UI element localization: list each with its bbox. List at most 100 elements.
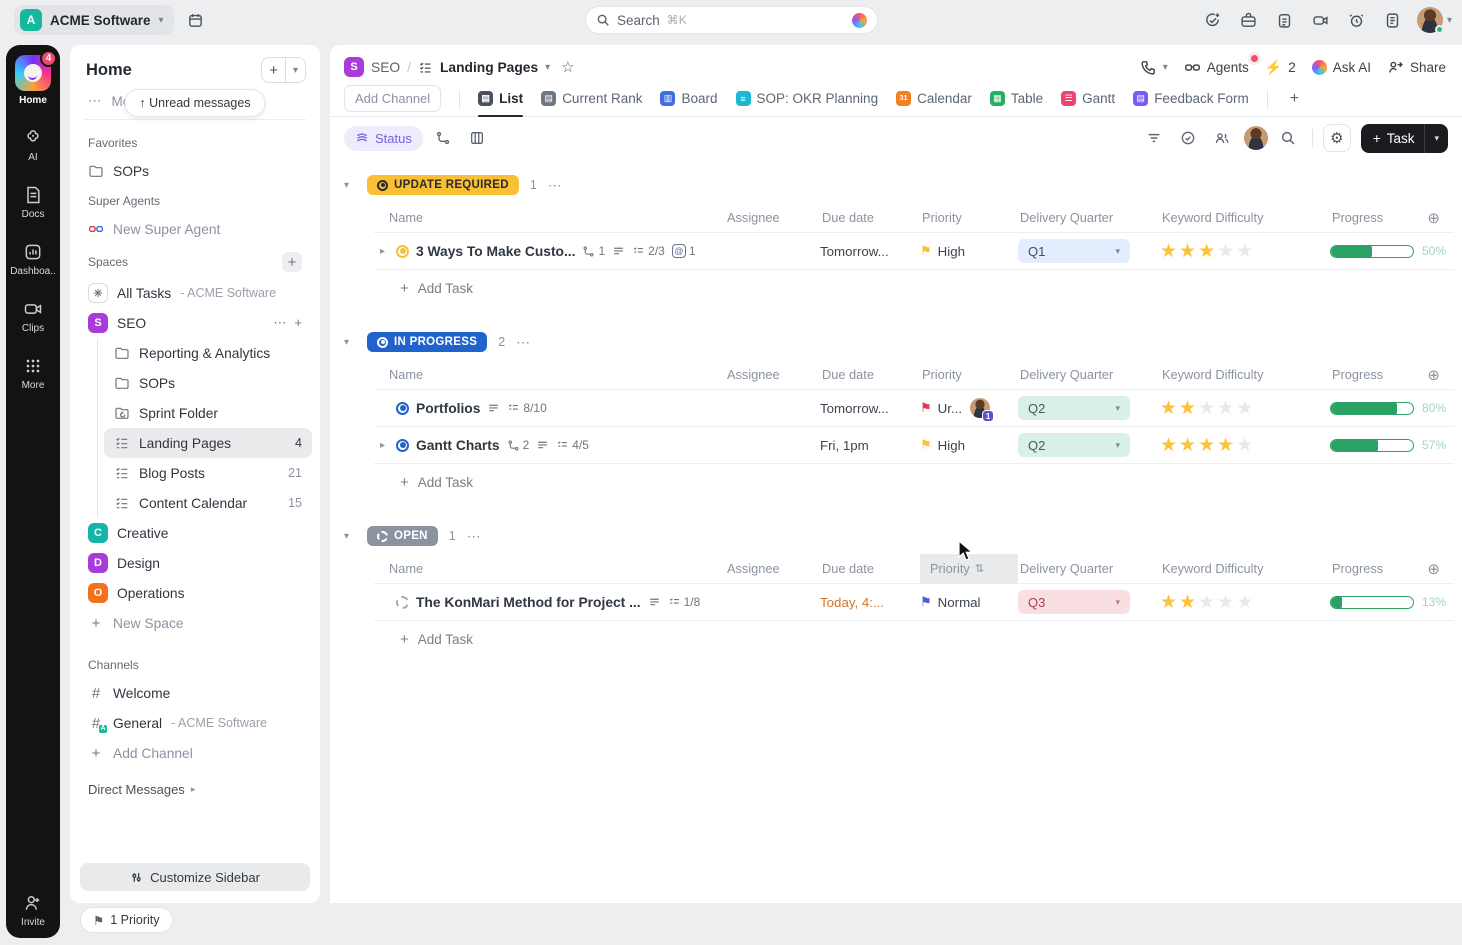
star-empty-icon[interactable]: ★ bbox=[1236, 240, 1254, 262]
new-task-icon[interactable] bbox=[1199, 6, 1227, 34]
status-dot[interactable] bbox=[396, 244, 409, 258]
description-icon[interactable] bbox=[648, 596, 661, 609]
calendar-icon[interactable] bbox=[182, 6, 210, 34]
column-header-due-date[interactable]: Due date bbox=[822, 561, 874, 576]
add-task-button[interactable]: + Add Task bbox=[400, 630, 474, 648]
delivery-quarter-select[interactable]: Q1 ▾ bbox=[1018, 239, 1130, 263]
group-menu-icon[interactable]: ⋯ bbox=[516, 333, 532, 350]
sidebar-item-folder-sops[interactable]: SOPs bbox=[104, 368, 312, 398]
call-button[interactable]: ▾ bbox=[1140, 59, 1168, 76]
mention-count[interactable]: @1 bbox=[671, 244, 696, 258]
column-header-delivery-quarter[interactable]: Delivery Quarter bbox=[1020, 561, 1114, 576]
star-filled-icon[interactable]: ★ bbox=[1179, 397, 1197, 419]
priority-filter-pill[interactable]: ⚑ 1 Priority bbox=[80, 907, 173, 933]
column-header-priority[interactable]: Priority bbox=[922, 367, 962, 382]
share-button[interactable]: Share bbox=[1387, 59, 1446, 76]
sidebar-item-list-content-calendar[interactable]: Content Calendar 15 bbox=[104, 488, 312, 518]
expand-icon[interactable]: ▸ bbox=[379, 439, 386, 451]
star-empty-icon[interactable]: ★ bbox=[1217, 240, 1235, 262]
rail-item-more[interactable]: More bbox=[22, 356, 44, 391]
tab-gantt[interactable]: ☰ Gantt bbox=[1061, 81, 1115, 116]
column-header-assignee[interactable]: Assignee bbox=[727, 210, 780, 225]
column-header-progress[interactable]: Progress bbox=[1332, 561, 1384, 576]
add-column-icon[interactable]: ⊕ bbox=[1427, 209, 1440, 227]
priority-cell[interactable]: ⚑ Normal bbox=[920, 594, 1018, 610]
collapse-group-icon[interactable]: ▾ bbox=[344, 336, 350, 348]
tab-feedback-form[interactable]: ▤ Feedback Form bbox=[1133, 81, 1249, 116]
clipboard-icon[interactable] bbox=[1271, 6, 1299, 34]
checklist-count[interactable]: 2/3 bbox=[632, 244, 665, 258]
priority-cell[interactable]: ⚑ Ur... 1 bbox=[920, 398, 1018, 422]
sidebar-item-all-tasks[interactable]: ✳ All Tasks - ACME Software bbox=[78, 278, 312, 308]
tab-calendar[interactable]: 31 Calendar bbox=[896, 81, 972, 116]
sidebar-item-space-creative[interactable]: C Creative bbox=[78, 518, 312, 548]
add-task-button[interactable]: + Add Task bbox=[400, 473, 474, 491]
due-date[interactable]: Tomorrow... bbox=[820, 400, 889, 416]
add-view-button[interactable]: + bbox=[1289, 89, 1300, 107]
delivery-quarter-select[interactable]: Q2 ▾ bbox=[1018, 396, 1130, 420]
description-icon[interactable] bbox=[536, 439, 549, 452]
keyword-difficulty-rating[interactable]: ★ ★ ★ ★ ★ bbox=[1160, 242, 1330, 261]
description-icon[interactable] bbox=[487, 402, 500, 415]
favorite-star-icon[interactable]: ☆ bbox=[561, 59, 575, 76]
column-header-assignee[interactable]: Assignee bbox=[727, 561, 780, 576]
star-filled-icon[interactable]: ★ bbox=[1179, 434, 1197, 456]
sidebar-item-sops-favorite[interactable]: SOPs bbox=[78, 156, 312, 186]
add-button[interactable]: + bbox=[262, 58, 286, 82]
column-header-keyword-difficulty[interactable]: Keyword Difficulty bbox=[1162, 561, 1264, 576]
clips-icon[interactable] bbox=[1307, 6, 1335, 34]
unread-messages-button[interactable]: ↑ Unread messages bbox=[124, 89, 266, 117]
rail-item-home[interactable]: 4 Home bbox=[15, 50, 57, 106]
user-avatar[interactable] bbox=[1416, 7, 1444, 34]
star-filled-icon[interactable]: ★ bbox=[1217, 434, 1235, 456]
star-filled-icon[interactable]: ★ bbox=[1160, 591, 1178, 613]
chevron-down-icon[interactable]: ▾ bbox=[545, 61, 551, 73]
add-column-icon[interactable]: ⊕ bbox=[1427, 366, 1440, 384]
star-filled-icon[interactable]: ★ bbox=[1160, 240, 1178, 262]
sidebar-item-new-space[interactable]: + New Space bbox=[78, 608, 312, 638]
add-icon[interactable]: + bbox=[294, 315, 302, 330]
task-row[interactable]: Portfolios 8/10 Tomorrow... ⚑ Ur... 1 Q2… bbox=[374, 390, 1454, 427]
add-column-icon[interactable]: ⊕ bbox=[1427, 560, 1440, 578]
chevron-down-icon[interactable]: ▾ bbox=[1446, 14, 1452, 26]
me-filter-avatar[interactable] bbox=[1243, 126, 1268, 150]
column-header-name[interactable]: Name bbox=[389, 561, 424, 576]
columns-icon[interactable] bbox=[463, 124, 491, 152]
due-date[interactable]: Tomorrow... bbox=[820, 243, 889, 259]
sidebar-item-space-seo[interactable]: S SEO ⋯ + bbox=[78, 308, 312, 338]
column-header-progress[interactable]: Progress bbox=[1332, 210, 1384, 225]
settings-gear-icon[interactable]: ⚙ bbox=[1322, 124, 1351, 152]
delivery-quarter-select[interactable]: Q3 ▾ bbox=[1018, 590, 1130, 614]
status-badge[interactable]: OPEN bbox=[367, 526, 438, 546]
column-header-priority[interactable]: Priority bbox=[922, 210, 962, 225]
breadcrumb-list[interactable]: Landing Pages bbox=[439, 59, 539, 75]
column-header-name[interactable]: Name bbox=[389, 367, 424, 382]
watcher-avatar[interactable]: 1 bbox=[970, 398, 995, 422]
star-empty-icon[interactable]: ★ bbox=[1236, 434, 1254, 456]
expand-icon[interactable]: ▸ bbox=[379, 245, 386, 257]
task-name[interactable]: Gantt Charts bbox=[416, 437, 500, 453]
notepad-icon[interactable] bbox=[1379, 6, 1407, 34]
star-filled-icon[interactable]: ★ bbox=[1179, 240, 1197, 262]
relationships-icon[interactable] bbox=[429, 124, 457, 152]
column-header-assignee[interactable]: Assignee bbox=[727, 367, 780, 382]
add-channel-button[interactable]: Add Channel bbox=[344, 85, 442, 112]
chevron-down-icon[interactable]: ▾ bbox=[292, 64, 298, 76]
star-empty-icon[interactable]: ★ bbox=[1198, 591, 1216, 613]
tab-sop-okr-planning[interactable]: ≡ SOP: OKR Planning bbox=[735, 81, 878, 116]
star-filled-icon[interactable]: ★ bbox=[1179, 591, 1197, 613]
ask-ai-button[interactable]: Ask AI bbox=[1311, 59, 1371, 75]
tab-board[interactable]: ▥ Board bbox=[660, 81, 718, 116]
status-dot[interactable] bbox=[396, 438, 409, 452]
task-name[interactable]: 3 Ways To Make Custo... bbox=[416, 243, 576, 259]
column-header-progress[interactable]: Progress bbox=[1332, 367, 1384, 382]
automations-button[interactable]: ⚡ 2 bbox=[1265, 59, 1296, 76]
collapse-group-icon[interactable]: ▾ bbox=[344, 530, 350, 542]
filter-icon[interactable] bbox=[1140, 124, 1168, 152]
status-dot[interactable] bbox=[396, 595, 409, 609]
inbox-icon[interactable] bbox=[1235, 6, 1263, 34]
sidebar-item-list-landing-pages[interactable]: Landing Pages 4 bbox=[104, 428, 312, 458]
column-header-due-date[interactable]: Due date bbox=[822, 367, 874, 382]
sidebar-item-new-super-agent[interactable]: New Super Agent bbox=[78, 214, 312, 244]
priority-cell[interactable]: ⚑ High bbox=[920, 243, 1018, 259]
